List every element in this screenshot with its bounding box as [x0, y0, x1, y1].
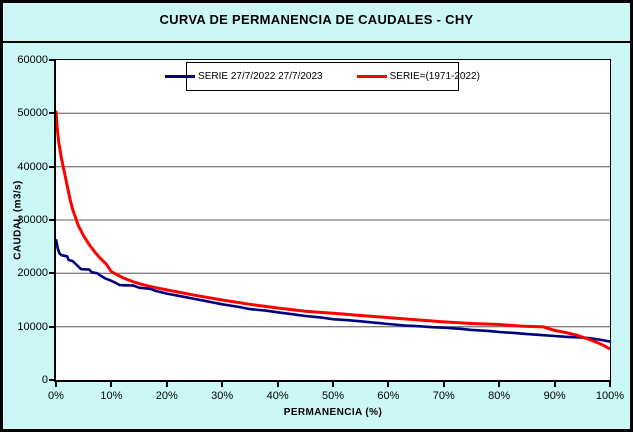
chart-title: CURVA DE PERMANENCIA DE CAUDALES - CHY	[159, 12, 474, 27]
x-tick-label: 60%	[377, 390, 400, 402]
y-tick-label: 0	[41, 374, 48, 386]
legend-line-swatch-red	[356, 75, 387, 78]
y-tick-mark	[49, 272, 54, 275]
legend-label-serie-2022-2023: SERIE 27/7/2022 27/7/2023	[198, 71, 323, 82]
legend-line-swatch-blue	[165, 75, 196, 78]
x-tick-mark	[276, 382, 279, 387]
y-tick-label: 30000	[17, 214, 48, 226]
x-tick-mark	[387, 382, 390, 387]
x-tick-label: 0%	[48, 390, 64, 402]
y-tick-mark	[49, 325, 54, 328]
x-tick-mark	[165, 382, 168, 387]
y-tick-mark	[49, 165, 54, 168]
x-tick-label: 20%	[155, 390, 178, 402]
y-tick-label: 20000	[17, 267, 48, 280]
y-tick-mark	[49, 112, 54, 115]
x-tick-mark	[332, 382, 334, 387]
legend-item-serie-1971-2022: SERIE=(1971-2022)	[356, 71, 480, 82]
x-tick-label: 90%	[543, 390, 566, 402]
series-line-2	[56, 110, 610, 351]
y-tick-label: 40000	[17, 160, 48, 173]
x-tick-label: 100%	[595, 390, 625, 402]
x-tick-mark	[110, 382, 113, 387]
legend-label-serie-1971-2022: SERIE=(1971-2022)	[389, 71, 480, 82]
x-tick-mark	[442, 382, 445, 387]
y-tick-label: 50000	[17, 107, 48, 120]
y-tick-mark	[49, 219, 54, 221]
x-tick-mark	[498, 382, 501, 387]
title-separator	[3, 41, 630, 43]
x-axis-title: PERMANENCIA (%)	[283, 407, 383, 418]
series-line-1	[56, 238, 610, 343]
plot-svg	[56, 110, 610, 351]
y-tick-mark	[49, 379, 54, 381]
x-tick-label: 80%	[488, 390, 511, 402]
legend-item-serie-2022-2023: SERIE 27/7/2022 27/7/2023	[165, 71, 323, 82]
legend: SERIE 27/7/2022 27/7/2023 SERIE=(1971-20…	[165, 62, 480, 91]
x-tick-mark	[221, 382, 224, 387]
x-tick-label: 10%	[100, 390, 123, 402]
y-tick-label: 10000	[17, 320, 48, 333]
x-tick-label: 50%	[321, 390, 345, 402]
x-tick-mark	[55, 382, 57, 387]
x-tick-label: 70%	[432, 390, 455, 402]
y-tick-label: 60000	[17, 54, 48, 66]
x-tick-mark	[609, 382, 611, 387]
x-tick-label: 30%	[211, 390, 234, 402]
x-tick-label: 40%	[266, 390, 289, 402]
x-tick-mark	[553, 382, 556, 387]
y-tick-mark	[49, 59, 54, 61]
